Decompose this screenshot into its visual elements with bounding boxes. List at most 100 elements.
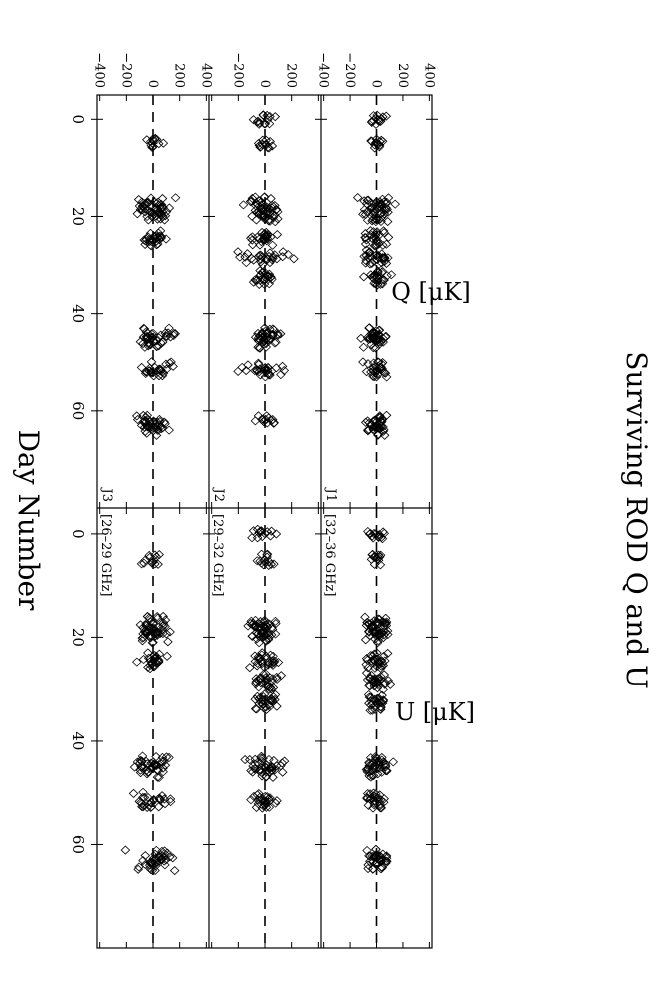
data-point xyxy=(253,629,263,639)
data-point xyxy=(358,209,368,219)
data-point xyxy=(279,365,290,376)
data-point xyxy=(233,247,243,257)
data-point xyxy=(164,358,175,368)
data-point xyxy=(377,534,388,544)
data-point xyxy=(368,864,378,874)
data-point xyxy=(251,704,262,714)
data-point xyxy=(374,334,384,345)
data-point xyxy=(151,240,162,250)
data-point xyxy=(255,343,265,353)
data-point xyxy=(142,410,153,420)
data-point xyxy=(379,425,389,435)
data-point xyxy=(270,629,281,639)
data-point xyxy=(165,332,176,342)
data-point xyxy=(255,270,266,280)
data-point xyxy=(373,430,383,440)
data-point xyxy=(267,695,277,705)
data-point xyxy=(138,417,149,427)
data-point xyxy=(155,795,165,805)
y-tick-label: 200 xyxy=(172,63,187,88)
data-point xyxy=(378,684,388,694)
data-point xyxy=(268,772,278,782)
data-point xyxy=(371,844,381,854)
data-point xyxy=(271,337,281,347)
data-point xyxy=(266,232,276,242)
data-point xyxy=(159,417,169,427)
data-point xyxy=(369,372,379,382)
data-point xyxy=(367,705,378,715)
data-point xyxy=(247,240,258,250)
data-point xyxy=(379,670,390,680)
data-point xyxy=(363,334,374,344)
data-point xyxy=(366,692,376,703)
data-point xyxy=(162,651,172,661)
data-point xyxy=(379,627,389,637)
data-point xyxy=(380,765,391,776)
data-point xyxy=(369,559,380,569)
data-point xyxy=(256,254,266,265)
data-point xyxy=(163,637,173,647)
data-point xyxy=(148,371,159,381)
data-point xyxy=(139,558,149,568)
data-point xyxy=(256,257,266,267)
data-point xyxy=(276,370,286,380)
data-point xyxy=(128,788,139,798)
data-point xyxy=(260,623,271,633)
data-point xyxy=(378,253,388,263)
data-point xyxy=(382,856,392,866)
data-point xyxy=(154,851,165,861)
data-point xyxy=(262,418,273,428)
data-point xyxy=(376,862,387,872)
data-point xyxy=(375,550,386,560)
data-point xyxy=(376,114,387,124)
data-point xyxy=(252,691,263,701)
data-point xyxy=(369,278,379,288)
data-point xyxy=(151,366,162,376)
data-point xyxy=(157,423,168,433)
x-axis-label: Day Number xyxy=(12,430,45,611)
data-point xyxy=(378,426,389,436)
data-point xyxy=(277,767,288,777)
data-point xyxy=(270,112,281,122)
data-point xyxy=(365,681,375,691)
data-point xyxy=(362,195,373,205)
data-point xyxy=(248,115,259,125)
data-point xyxy=(256,753,267,763)
data-point xyxy=(362,764,373,774)
data-point xyxy=(250,704,261,714)
data-point xyxy=(137,802,147,812)
data-point xyxy=(371,630,381,641)
data-point xyxy=(142,211,152,222)
data-point xyxy=(372,251,383,261)
data-point xyxy=(257,627,267,637)
data-point xyxy=(373,239,384,249)
data-point xyxy=(376,258,387,268)
data-point xyxy=(273,657,284,668)
data-point xyxy=(139,324,150,334)
data-point xyxy=(255,617,266,627)
data-point xyxy=(379,275,389,285)
data-point xyxy=(376,702,386,712)
data-point xyxy=(260,334,271,344)
panel-label: J1 xyxy=(323,487,338,502)
data-point xyxy=(142,802,152,813)
data-point xyxy=(137,197,147,207)
data-point xyxy=(135,765,146,775)
data-point xyxy=(253,682,264,692)
data-point xyxy=(369,207,380,217)
y-tick-label: 200 xyxy=(284,63,299,88)
data-point xyxy=(272,796,282,806)
data-point xyxy=(264,370,274,380)
data-point xyxy=(254,118,265,128)
data-point xyxy=(143,215,154,225)
data-point xyxy=(154,550,165,560)
data-point xyxy=(257,659,267,669)
data-point xyxy=(270,217,281,227)
data-point xyxy=(378,617,388,627)
data-point xyxy=(137,633,148,643)
data-point xyxy=(140,239,150,249)
data-point xyxy=(141,765,152,775)
data-point xyxy=(140,368,151,379)
data-point xyxy=(380,758,390,768)
data-point xyxy=(289,254,299,264)
